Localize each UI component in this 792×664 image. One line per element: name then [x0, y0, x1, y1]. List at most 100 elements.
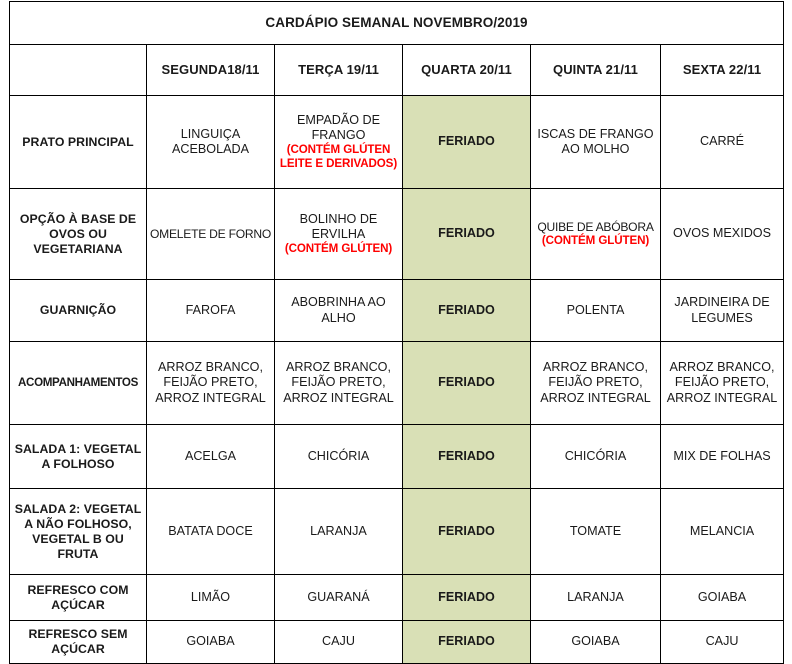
menu-item-text: ABOBRINHA AO ALHO: [291, 295, 386, 325]
menu-row: ACOMPANHAMENTOS ARROZ BRANCO, FEIJÃO PRET…: [9, 341, 785, 425]
menu-cell: CAJU: [274, 620, 403, 664]
menu-cell: OVOS MEXIDOS: [659, 188, 785, 280]
menu-sheet: CARDÁPIO SEMANAL NOVEMBRO/2019 SEGUNDA18…: [8, 1, 785, 664]
menu-item-text: EMPADÃO DE FRANGO: [296, 112, 381, 143]
row-label: SALADA 2: VEGETAL A NÃO FOLHOSO, VEGETAL…: [9, 488, 147, 575]
menu-item-text: CARRÉ: [699, 134, 745, 149]
menu-cell: FAROFA: [146, 279, 275, 342]
menu-item-text: ACELGA: [184, 448, 237, 463]
menu-item-text: ARROZ BRANCO, FEIJÃO PRETO, ARROZ INTEGR…: [155, 359, 266, 405]
menu-cell: TOMATE: [530, 488, 661, 575]
menu-cell: OMELETE DE FORNO: [146, 188, 275, 280]
menu-item-text: OVOS MEXIDOS: [673, 226, 772, 241]
menu-cell: BATATA DOCE: [146, 488, 275, 575]
menu-item-text: QUIBE DE ABÓBORA: [537, 219, 654, 234]
menu-row: SALADA 1: VEGETAL A FOLHOSO ACELGA CHICÓRI…: [9, 424, 785, 489]
page-title: CARDÁPIO SEMANAL NOVEMBRO/2019: [8, 1, 785, 45]
menu-cell: CHICÓRIA: [530, 424, 661, 489]
header-day-terca: TERÇA 19/11: [274, 44, 403, 96]
holiday-cell: FERIADO: [402, 488, 531, 575]
menu-cell: QUIBE DE ABÓBORA (CONTÉM GLÚTEN): [530, 188, 661, 280]
menu-item-text: MELANCIA: [689, 523, 755, 538]
holiday-cell: FERIADO: [402, 424, 531, 489]
header-row: SEGUNDA18/11 TERÇA 19/11 QUARTA 20/11 QU…: [9, 44, 785, 96]
row-label: GUARNIÇÃO: [9, 279, 147, 342]
menu-cell: ARROZ BRANCO, FEIJÃO PRETO, ARROZ INTEGR…: [146, 341, 275, 425]
header-corner-cell: [9, 44, 147, 96]
menu-item-text: FAROFA: [185, 302, 236, 317]
menu-cell: CHICÓRIA: [274, 424, 403, 489]
menu-item-text: MIX DE FOLHAS: [673, 448, 771, 463]
menu-item-text: ARROZ BRANCO, FEIJÃO PRETO, ARROZ INTEGR…: [283, 359, 394, 405]
menu-cell: ISCAS DE FRANGO AO MOLHO: [530, 95, 661, 189]
row-label: ACOMPANHAMENTOS: [9, 341, 147, 425]
menu-row: GUARNIÇÃO FAROFA ABOBRINHA AO ALHO FERIADO P…: [9, 279, 785, 342]
menu-cell: GOIABA: [146, 620, 275, 664]
menu-cell: GOIABA: [659, 574, 785, 621]
allergen-warning: (CONTÉM GLÚTEN): [284, 242, 393, 256]
row-label: SALADA 1: VEGETAL A FOLHOSO: [9, 424, 147, 489]
menu-cell: CARRÉ: [659, 95, 785, 189]
menu-cell: ARROZ BRANCO, FEIJÃO PRETO, ARROZ INTEGR…: [530, 341, 661, 425]
menu-cell: MIX DE FOLHAS: [659, 424, 785, 489]
menu-item-text: GOIABA: [186, 634, 235, 649]
menu-cell: ARROZ BRANCO, FEIJÃO PRETO, ARROZ INTEGR…: [659, 341, 785, 425]
menu-item-text: CAJU: [322, 634, 355, 649]
menu-cell: GOIABA: [530, 620, 661, 664]
menu-cell: ABOBRINHA AO ALHO: [274, 279, 403, 342]
row-label: REFRESCO COM AÇÚCAR: [9, 574, 147, 621]
menu-item-text: LINGUIÇA ACEBOLADA: [172, 126, 249, 156]
menu-item-text: ARROZ BRANCO, FEIJÃO PRETO, ARROZ INTEGR…: [666, 359, 778, 405]
holiday-cell: FERIADO: [402, 188, 531, 280]
menu-item-text: LARANJA: [310, 523, 367, 538]
menu-cell: EMPADÃO DE FRANGO (CONTÉM GLÚTEN LEITE E …: [274, 95, 403, 189]
menu-cell: ARROZ BRANCO, FEIJÃO PRETO, ARROZ INTEGR…: [274, 341, 403, 425]
holiday-cell: FERIADO: [402, 574, 531, 621]
menu-cell: LARANJA: [274, 488, 403, 575]
menu-cell: CAJU: [659, 620, 785, 664]
menu-item-text: TOMATE: [569, 523, 622, 538]
allergen-warning: (CONTÉM GLÚTEN LEITE E DERIVADOS): [279, 143, 398, 171]
menu-item-text: CHICÓRIA: [564, 448, 627, 463]
menu-item-text: GOIABA: [571, 634, 620, 649]
title-row: CARDÁPIO SEMANAL NOVEMBRO/2019: [8, 1, 785, 45]
menu-item-text: CAJU: [705, 634, 739, 649]
menu-item-text: LIMÃO: [190, 589, 231, 604]
menu-item-text: ISCAS DE FRANGO AO MOLHO: [537, 126, 654, 156]
menu-item-text: ARROZ BRANCO, FEIJÃO PRETO, ARROZ INTEGR…: [540, 359, 651, 405]
header-day-quarta: QUARTA 20/11: [402, 44, 531, 96]
menu-cell: MELANCIA: [659, 488, 785, 575]
menu-cell: POLENTA: [530, 279, 661, 342]
menu-row: SALADA 2: VEGETAL A NÃO FOLHOSO, VEGETAL…: [9, 488, 785, 575]
allergen-warning: (CONTÉM GLÚTEN): [541, 234, 650, 248]
menu-cell: LARANJA: [530, 574, 661, 621]
holiday-cell: FERIADO: [402, 279, 531, 342]
menu-cell: JARDINEIRA DE LEGUMES: [659, 279, 785, 342]
menu-item-text: JARDINEIRA DE LEGUMES: [674, 295, 770, 325]
row-label: OPÇÃO À BASE DE OVOS OU VEGETARIANA: [9, 188, 147, 280]
menu-item-text: GOIABA: [697, 589, 747, 604]
menu-cell: GUARANÁ: [274, 574, 403, 621]
header-day-segunda: SEGUNDA18/11: [146, 44, 275, 96]
menu-cell: LIMÃO: [146, 574, 275, 621]
menu-row: OPÇÃO À BASE DE OVOS OU VEGETARIANA OMELE…: [9, 188, 785, 280]
menu-row: PRATO PRINCIPAL LINGUIÇA ACEBOLADA EMPADÃO…: [9, 95, 785, 189]
menu-item-text: CHICÓRIA: [307, 448, 370, 463]
menu-item-text: LARANJA: [567, 589, 624, 604]
menu-item-text: BATATA DOCE: [168, 523, 253, 538]
header-day-quinta: QUINTA 21/11: [530, 44, 661, 96]
menu-item-text: GUARANÁ: [307, 589, 370, 604]
weekly-menu-table: CARDÁPIO SEMANAL NOVEMBRO/2019 SEGUNDA18…: [8, 1, 785, 664]
holiday-cell: FERIADO: [402, 95, 531, 189]
holiday-cell: FERIADO: [402, 620, 531, 664]
menu-cell: BOLINHO DE ERVILHA (CONTÉM GLÚTEN): [274, 188, 403, 280]
menu-table-body: CARDÁPIO SEMANAL NOVEMBRO/2019 SEGUNDA18…: [8, 1, 785, 664]
menu-cell: ACELGA: [146, 424, 275, 489]
menu-row: REFRESCO SEM AÇÚCAR GOIABA CAJU FERIADO GOIA…: [9, 620, 785, 664]
menu-cell: LINGUIÇA ACEBOLADA: [146, 95, 275, 189]
holiday-cell: FERIADO: [402, 341, 531, 425]
menu-item-text: BOLINHO DE ERVILHA: [299, 211, 378, 242]
row-label: REFRESCO SEM AÇÚCAR: [9, 620, 147, 664]
row-label: PRATO PRINCIPAL: [9, 95, 147, 189]
header-day-sexta: SEXTA 22/11: [659, 44, 785, 96]
